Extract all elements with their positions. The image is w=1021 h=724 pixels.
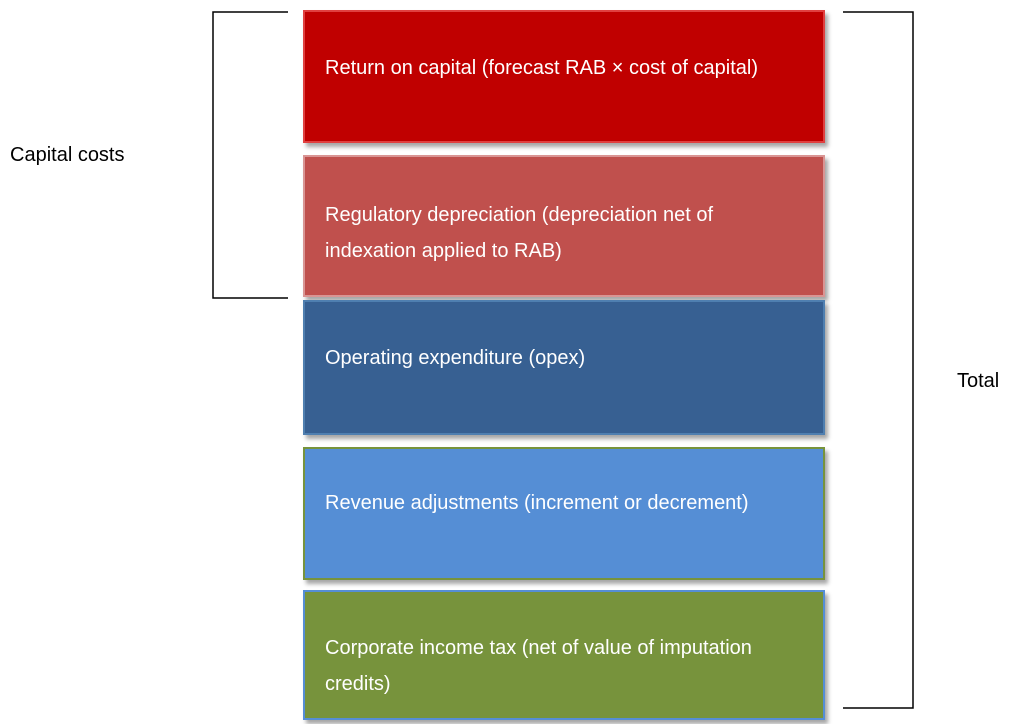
right-bracket (843, 11, 914, 709)
right-bracket-label: Total (957, 370, 1000, 392)
block: Corporate income tax (net of value of im… (303, 590, 825, 720)
block: Operating expenditure (opex) (303, 300, 825, 435)
block: Return on capital (forecast RAB × cost o… (303, 10, 825, 143)
left-bracket (212, 11, 288, 299)
block: Regulatory depreciation (depreciation ne… (303, 155, 825, 297)
left-bracket-label: Capital costs (10, 144, 125, 166)
block: Revenue adjustments (increment or decrem… (303, 447, 825, 580)
